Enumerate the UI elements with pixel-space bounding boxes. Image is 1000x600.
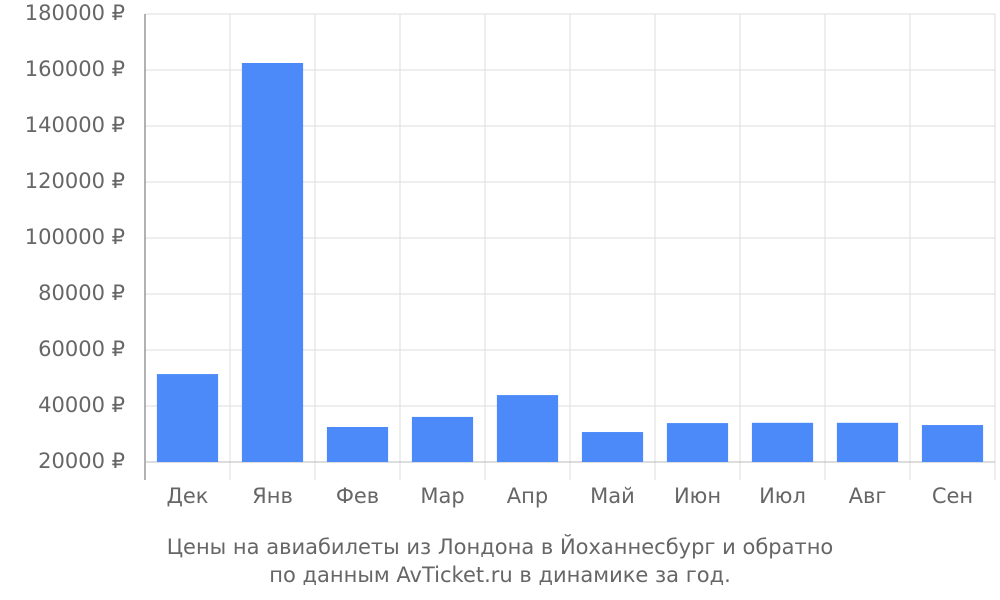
y-tick-label: 160000 ₽ <box>25 57 125 81</box>
bar <box>241 63 304 462</box>
y-tick-label: 120000 ₽ <box>25 169 125 193</box>
bar <box>836 422 899 462</box>
bar <box>666 423 729 462</box>
y-tick-label: 80000 ₽ <box>38 281 125 305</box>
y-tick-label: 20000 ₽ <box>38 449 125 473</box>
x-tick-label: Апр <box>507 484 548 508</box>
y-tick-label: 100000 ₽ <box>25 225 125 249</box>
x-tick-label: Июн <box>674 484 721 508</box>
bar <box>921 425 984 462</box>
bar <box>751 422 814 462</box>
x-tick-label: Мар <box>420 484 464 508</box>
bar <box>581 432 644 462</box>
bar <box>411 416 474 462</box>
x-tick-label: Май <box>590 484 635 508</box>
chart-subtitle: по данным AvTicket.ru в динамике за год. <box>269 563 731 587</box>
y-tick-label: 140000 ₽ <box>25 113 125 137</box>
y-tick-label: 60000 ₽ <box>38 337 125 361</box>
x-tick-label: Сен <box>932 484 973 508</box>
bar <box>496 395 559 462</box>
y-tick-label: 40000 ₽ <box>38 393 125 417</box>
x-tick-label: Янв <box>252 484 293 508</box>
y-tick-label: 180000 ₽ <box>25 1 125 25</box>
chart-title: Цены на авиабилеты из Лондона в Йоханнес… <box>167 534 834 559</box>
x-tick-label: Июл <box>759 484 806 508</box>
bar <box>326 427 389 462</box>
x-tick-label: Фев <box>336 484 379 508</box>
bar <box>156 374 219 462</box>
x-tick-label: Авг <box>849 484 887 508</box>
x-tick-label: Дек <box>166 484 208 508</box>
